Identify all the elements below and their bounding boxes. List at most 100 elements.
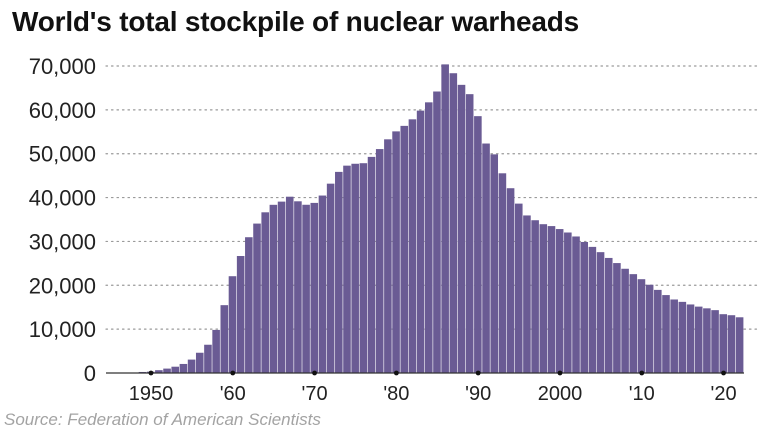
- chart-title: World's total stockpile of nuclear warhe…: [12, 6, 580, 37]
- bar: [212, 329, 220, 373]
- bar: [686, 304, 695, 373]
- y-tick-label: 0: [84, 361, 96, 386]
- bar: [588, 246, 597, 373]
- x-tick-label: '90: [465, 383, 491, 405]
- bar: [465, 94, 474, 374]
- bar: [261, 212, 269, 373]
- y-tick-label: 30,000: [29, 229, 96, 254]
- y-tick-label: 10,000: [29, 317, 96, 342]
- bar: [662, 295, 670, 373]
- y-tick-label: 20,000: [29, 273, 96, 298]
- bar: [228, 276, 237, 373]
- bar: [629, 274, 638, 373]
- x-tick-label: '20: [711, 383, 737, 405]
- bar: [449, 73, 458, 373]
- bar: [703, 308, 711, 373]
- bar: [326, 183, 335, 373]
- bar: [572, 236, 580, 373]
- bar: [604, 257, 613, 373]
- bar: [204, 344, 212, 373]
- bar: [163, 368, 171, 373]
- bars: [106, 64, 744, 374]
- bar: [637, 279, 646, 373]
- bar: [375, 149, 384, 373]
- bar: [236, 256, 245, 373]
- bar: [408, 119, 417, 373]
- bar: [392, 131, 400, 373]
- bar: [613, 263, 621, 373]
- bar: [506, 188, 515, 373]
- bar: [179, 363, 188, 373]
- bar: [555, 229, 564, 373]
- bar: [294, 201, 302, 373]
- y-tick-label: 40,000: [29, 186, 96, 211]
- bar: [498, 173, 507, 373]
- bar: [433, 91, 441, 373]
- bar: [694, 306, 703, 373]
- bar: [384, 139, 392, 373]
- bar: [367, 156, 376, 373]
- bar: [457, 84, 466, 374]
- x-tick-mark: [148, 370, 154, 376]
- bar: [400, 125, 409, 373]
- x-tick-mark: [639, 370, 645, 376]
- bar: [727, 315, 736, 373]
- y-axis-labels: 0 10,000 20,000 30,000 40,000 50,000 60,000 70,…: [29, 54, 96, 386]
- bar: [719, 314, 728, 373]
- bar: [645, 284, 654, 373]
- bar: [195, 352, 204, 373]
- bar: [580, 241, 588, 373]
- bar: [474, 116, 482, 373]
- x-tick-label: '10: [629, 383, 655, 405]
- bar: [335, 171, 343, 373]
- bar: [269, 204, 278, 373]
- bar: [514, 203, 523, 373]
- bar: [564, 232, 572, 373]
- bar: [531, 220, 539, 373]
- y-tick-label: 60,000: [29, 98, 96, 123]
- x-axis-labels: 1950 '60 '70 '80 '90 2000 '10 '20: [129, 383, 737, 405]
- y-tick-label: 50,000: [29, 142, 96, 167]
- x-tick-label: 2000: [538, 383, 583, 405]
- x-tick-mark: [557, 370, 563, 376]
- bar: [310, 202, 319, 373]
- bar: [678, 301, 687, 373]
- x-tick-label: '60: [220, 383, 246, 405]
- bar: [171, 366, 180, 373]
- bar: [302, 204, 310, 373]
- bar: [596, 252, 605, 373]
- bar: [654, 289, 662, 373]
- x-tick-mark: [721, 370, 726, 376]
- bar: [547, 226, 556, 373]
- gridlines: [105, 65, 761, 330]
- x-tick-label: '80: [383, 383, 409, 405]
- bar: [220, 305, 229, 373]
- bar: [711, 310, 719, 373]
- bar: [670, 299, 678, 373]
- source-note: Source: Federation of American Scientist…: [4, 410, 321, 429]
- bar: [253, 223, 261, 373]
- bar: [155, 370, 163, 373]
- x-tick-label: '70: [302, 383, 328, 405]
- bar: [482, 143, 490, 373]
- x-tick-mark: [312, 370, 317, 376]
- bar: [245, 237, 253, 373]
- bar: [523, 215, 531, 373]
- bar: [539, 224, 548, 373]
- bar: [343, 165, 351, 373]
- x-axis: [106, 370, 744, 376]
- bar: [621, 268, 629, 373]
- bar: [285, 196, 294, 373]
- bar: [318, 195, 327, 373]
- x-tick-mark: [475, 370, 481, 376]
- y-tick-label: 70,000: [29, 54, 96, 79]
- x-tick-mark: [230, 370, 236, 376]
- bar: [441, 64, 449, 374]
- bar: [425, 102, 433, 373]
- bar: [277, 201, 286, 373]
- bar: [490, 154, 499, 373]
- bar: [735, 317, 744, 373]
- bar: [351, 163, 359, 373]
- x-tick-label: 1950: [129, 383, 174, 405]
